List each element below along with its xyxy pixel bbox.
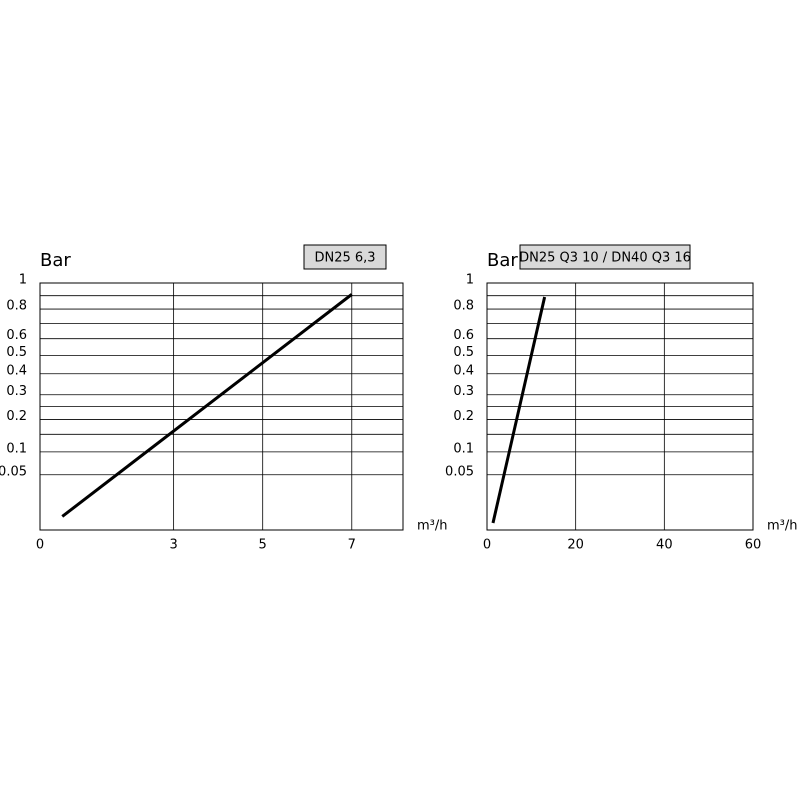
x-axis-label: m³/h (767, 519, 798, 534)
y-tick-label: 0.6 (453, 328, 474, 343)
data-line (491, 296, 547, 524)
y-tick-label: 0.05 (0, 464, 27, 479)
y-tick-label: 0.5 (6, 345, 27, 360)
x-tick-label: 7 (348, 538, 356, 553)
x-tick-label: 5 (259, 538, 267, 553)
y-tick-label: 0.05 (445, 464, 474, 479)
y-axis-label: Bar (40, 250, 71, 271)
legend-label: DN25 6,3 (314, 251, 375, 266)
y-tick-label: 0.3 (453, 384, 474, 399)
x-axis-label: m³/h (417, 519, 448, 534)
data-line (61, 293, 353, 518)
y-tick-label: 0.4 (6, 363, 27, 378)
x-tick-label: 3 (169, 538, 177, 553)
x-tick-label: 0 (483, 538, 491, 553)
y-tick-label: 1 (466, 273, 474, 288)
y-axis-label: Bar (487, 250, 518, 271)
x-tick-label: 60 (745, 538, 762, 553)
x-tick-label: 40 (656, 538, 673, 553)
y-tick-label: 0.2 (6, 409, 27, 424)
y-tick-label: 0.6 (6, 328, 27, 343)
y-tick-label: 0.8 (6, 299, 27, 314)
x-tick-label: 20 (567, 538, 584, 553)
legend-box (519, 244, 691, 270)
y-tick-label: 0.1 (453, 441, 474, 456)
y-tick-label: 0.1 (6, 441, 27, 456)
y-tick-label: 1 (19, 273, 27, 288)
x-tick-label: 0 (36, 538, 44, 553)
y-tick-label: 0.3 (6, 384, 27, 399)
y-tick-label: 0.4 (453, 363, 474, 378)
y-tick-label: 0.2 (453, 409, 474, 424)
legend-box (303, 244, 387, 270)
y-tick-label: 0.5 (453, 345, 474, 360)
legend-label: DN25 Q3 10 / DN40 Q3 16 (519, 251, 691, 266)
y-tick-label: 0.8 (453, 299, 474, 314)
